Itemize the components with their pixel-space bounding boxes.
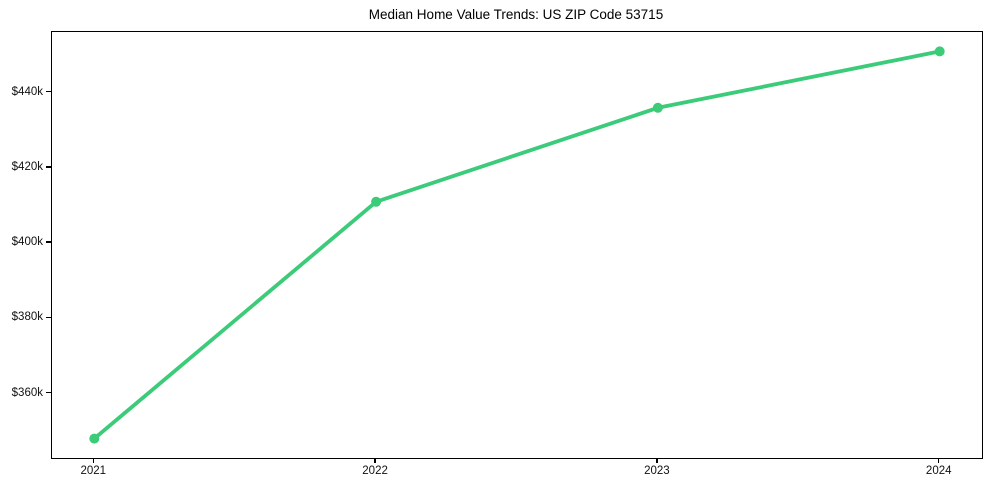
- y-tick-mark: [46, 91, 51, 93]
- trend-line: [92, 49, 942, 441]
- line-series-svg: [89, 46, 945, 444]
- y-tick-label: $420k: [11, 160, 43, 173]
- x-tick-mark: [656, 458, 658, 464]
- x-tick-mark: [92, 458, 94, 464]
- y-tick-label: $380k: [11, 311, 43, 324]
- data-point-marker: [371, 196, 382, 207]
- y-tick-mark: [46, 241, 51, 243]
- data-point-marker: [89, 433, 100, 444]
- y-tick-mark: [46, 316, 51, 318]
- x-tick-mark: [374, 458, 376, 464]
- y-tick-label: $400k: [11, 236, 43, 249]
- y-tick-mark: [46, 166, 51, 168]
- y-tick-mark: [46, 391, 51, 394]
- x-tick-label: 2022: [362, 465, 388, 477]
- y-tick-label: $440k: [11, 85, 43, 98]
- y-tick-label: $360k: [11, 386, 43, 399]
- plot-area: [51, 31, 983, 459]
- data-point-marker: [652, 102, 663, 113]
- x-tick-label: 2024: [925, 465, 952, 477]
- x-tick-label: 2023: [644, 465, 670, 477]
- data-point-marker: [934, 46, 945, 57]
- x-tick-label: 2021: [80, 465, 107, 477]
- chart-title: Median Home Value Trends: US ZIP Code 53…: [368, 7, 664, 22]
- x-tick-mark: [938, 458, 940, 464]
